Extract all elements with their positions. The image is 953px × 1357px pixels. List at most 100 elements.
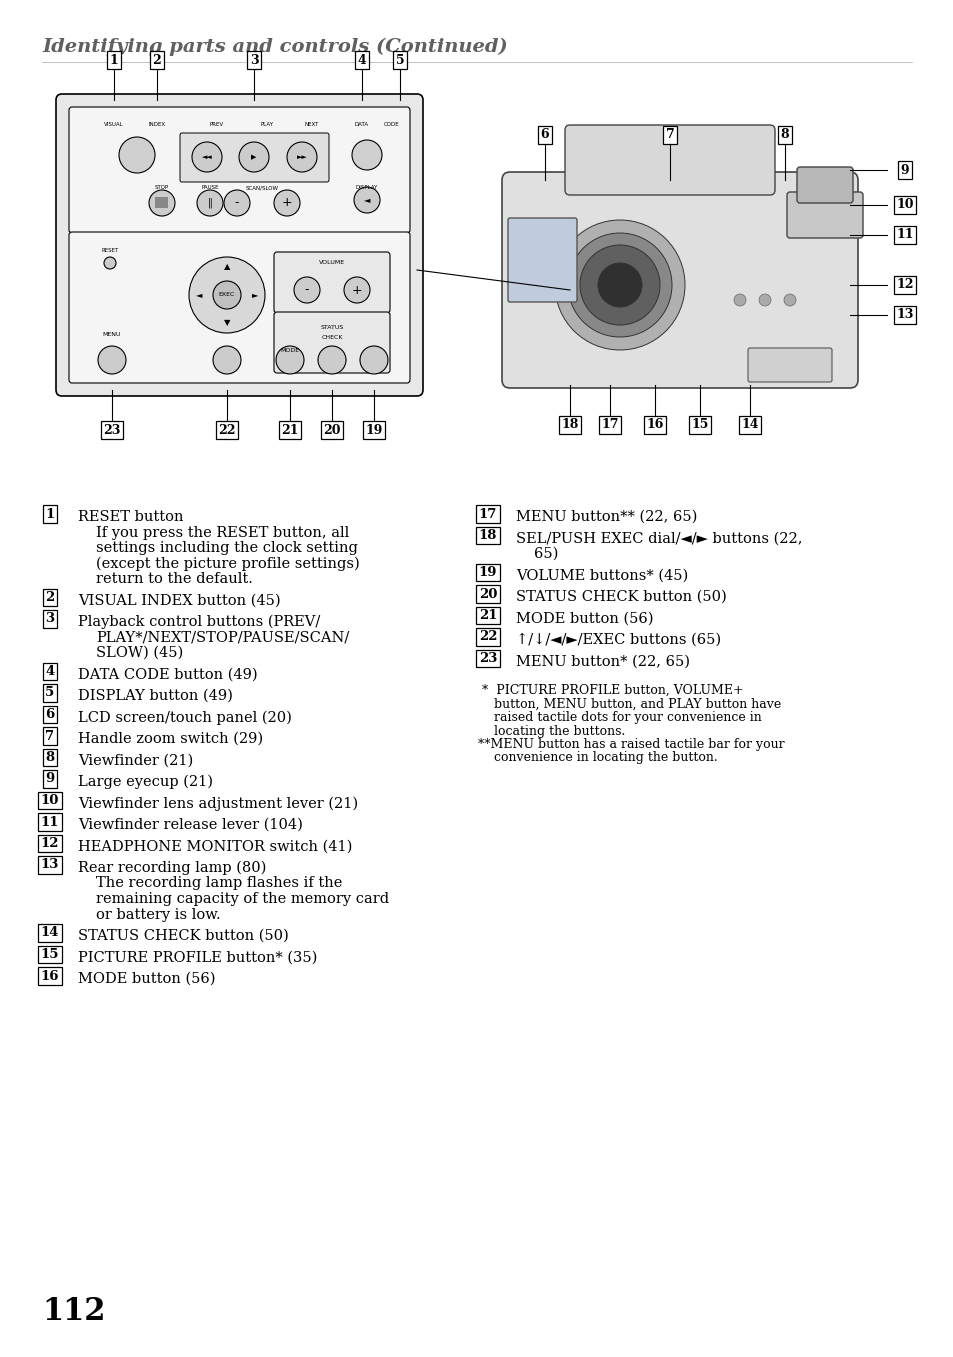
- Text: ►: ►: [252, 290, 258, 300]
- Circle shape: [555, 220, 684, 350]
- Text: PLAY: PLAY: [260, 122, 274, 128]
- Text: Rear recording lamp (80): Rear recording lamp (80): [78, 860, 266, 875]
- FancyBboxPatch shape: [69, 107, 410, 233]
- FancyBboxPatch shape: [786, 191, 862, 237]
- Text: 16: 16: [645, 418, 663, 432]
- Text: 7: 7: [665, 129, 674, 141]
- Circle shape: [344, 277, 370, 303]
- Text: ◄: ◄: [363, 195, 370, 205]
- Circle shape: [274, 190, 299, 216]
- Text: 11: 11: [41, 816, 59, 829]
- Text: 2: 2: [46, 592, 54, 604]
- Text: ▼: ▼: [224, 319, 230, 327]
- Text: 13: 13: [896, 308, 913, 322]
- Text: 20: 20: [478, 588, 497, 601]
- Text: 20: 20: [323, 423, 340, 437]
- Text: MODE button (56): MODE button (56): [516, 612, 653, 626]
- Circle shape: [149, 190, 174, 216]
- Text: SCAN/SLOW: SCAN/SLOW: [245, 185, 278, 190]
- Text: Viewfinder lens adjustment lever (21): Viewfinder lens adjustment lever (21): [78, 797, 357, 811]
- Text: **MENU button has a raised tactile bar for your: **MENU button has a raised tactile bar f…: [477, 738, 783, 750]
- Circle shape: [598, 263, 641, 307]
- Text: 9: 9: [46, 772, 54, 786]
- Text: MENU button** (22, 65): MENU button** (22, 65): [516, 510, 697, 524]
- Text: 16: 16: [41, 969, 59, 982]
- Text: VISUAL INDEX button (45): VISUAL INDEX button (45): [78, 593, 280, 608]
- FancyBboxPatch shape: [747, 347, 831, 383]
- Text: 19: 19: [365, 423, 382, 437]
- FancyBboxPatch shape: [507, 218, 577, 303]
- Text: 4: 4: [46, 665, 54, 678]
- Text: PREV: PREV: [210, 122, 224, 128]
- Circle shape: [98, 346, 126, 375]
- Text: MODE button (56): MODE button (56): [78, 972, 215, 987]
- FancyBboxPatch shape: [180, 133, 329, 182]
- Text: 10: 10: [41, 794, 59, 807]
- Circle shape: [783, 294, 795, 305]
- Text: 12: 12: [41, 837, 59, 849]
- Circle shape: [354, 187, 379, 213]
- Text: SLOW) (45): SLOW) (45): [96, 646, 183, 660]
- FancyBboxPatch shape: [501, 172, 857, 388]
- Text: 4: 4: [357, 53, 366, 66]
- Text: PAUSE: PAUSE: [201, 185, 218, 190]
- Text: return to the default.: return to the default.: [96, 573, 253, 586]
- Text: 22: 22: [218, 423, 235, 437]
- Text: 21: 21: [281, 423, 298, 437]
- Text: 5: 5: [395, 53, 404, 66]
- Text: 11: 11: [895, 228, 913, 242]
- Text: raised tactile dots for your convenience in: raised tactile dots for your convenience…: [477, 711, 760, 725]
- Text: VISUAL: VISUAL: [104, 122, 124, 128]
- Text: 2: 2: [152, 53, 161, 66]
- FancyBboxPatch shape: [274, 312, 390, 373]
- Circle shape: [213, 346, 241, 375]
- Text: ‖: ‖: [208, 198, 213, 208]
- Text: Viewfinder (21): Viewfinder (21): [78, 753, 193, 768]
- Text: -: -: [234, 197, 239, 209]
- Text: 112: 112: [42, 1296, 106, 1327]
- Text: (except the picture profile settings): (except the picture profile settings): [96, 556, 359, 571]
- FancyBboxPatch shape: [69, 232, 410, 383]
- Text: STATUS CHECK button (50): STATUS CHECK button (50): [516, 590, 726, 604]
- Text: STATUS: STATUS: [320, 324, 343, 330]
- Text: 23: 23: [478, 651, 497, 665]
- Text: 17: 17: [600, 418, 618, 432]
- Text: 65): 65): [534, 547, 558, 560]
- Text: 7: 7: [46, 730, 54, 742]
- Text: MENU: MENU: [103, 332, 121, 337]
- Circle shape: [733, 294, 745, 305]
- Text: locating the buttons.: locating the buttons.: [477, 725, 625, 737]
- Text: 9: 9: [900, 163, 908, 176]
- Text: CODE: CODE: [384, 122, 399, 128]
- Text: PICTURE PROFILE button* (35): PICTURE PROFILE button* (35): [78, 950, 317, 965]
- Text: 15: 15: [691, 418, 708, 432]
- Text: +: +: [281, 197, 292, 209]
- Text: ▲: ▲: [224, 262, 230, 271]
- Text: RESET button: RESET button: [78, 510, 183, 524]
- Text: -: -: [304, 284, 309, 296]
- Text: 19: 19: [478, 566, 497, 579]
- Text: *  PICTURE PROFILE button, VOLUME+: * PICTURE PROFILE button, VOLUME+: [477, 684, 742, 697]
- Circle shape: [275, 346, 304, 375]
- Text: 6: 6: [46, 708, 54, 721]
- Text: ◄◄: ◄◄: [201, 153, 213, 160]
- Text: DATA: DATA: [355, 122, 369, 128]
- Circle shape: [192, 142, 222, 172]
- Circle shape: [579, 246, 659, 324]
- Text: 3: 3: [250, 53, 258, 66]
- Text: If you press the RESET button, all: If you press the RESET button, all: [96, 525, 349, 540]
- Text: RESET: RESET: [101, 248, 118, 252]
- Circle shape: [104, 256, 116, 269]
- Text: 6: 6: [540, 129, 549, 141]
- Text: DATA CODE button (49): DATA CODE button (49): [78, 668, 257, 681]
- Text: ►►: ►►: [296, 153, 307, 160]
- Text: 1: 1: [110, 53, 118, 66]
- Circle shape: [317, 346, 346, 375]
- Circle shape: [294, 277, 319, 303]
- Circle shape: [224, 190, 250, 216]
- Text: VOLUME: VOLUME: [318, 261, 345, 265]
- Text: NEXT: NEXT: [305, 122, 319, 128]
- Text: HEADPHONE MONITOR switch (41): HEADPHONE MONITOR switch (41): [78, 840, 352, 854]
- Text: Large eyecup (21): Large eyecup (21): [78, 775, 213, 790]
- Text: ◄: ◄: [195, 290, 202, 300]
